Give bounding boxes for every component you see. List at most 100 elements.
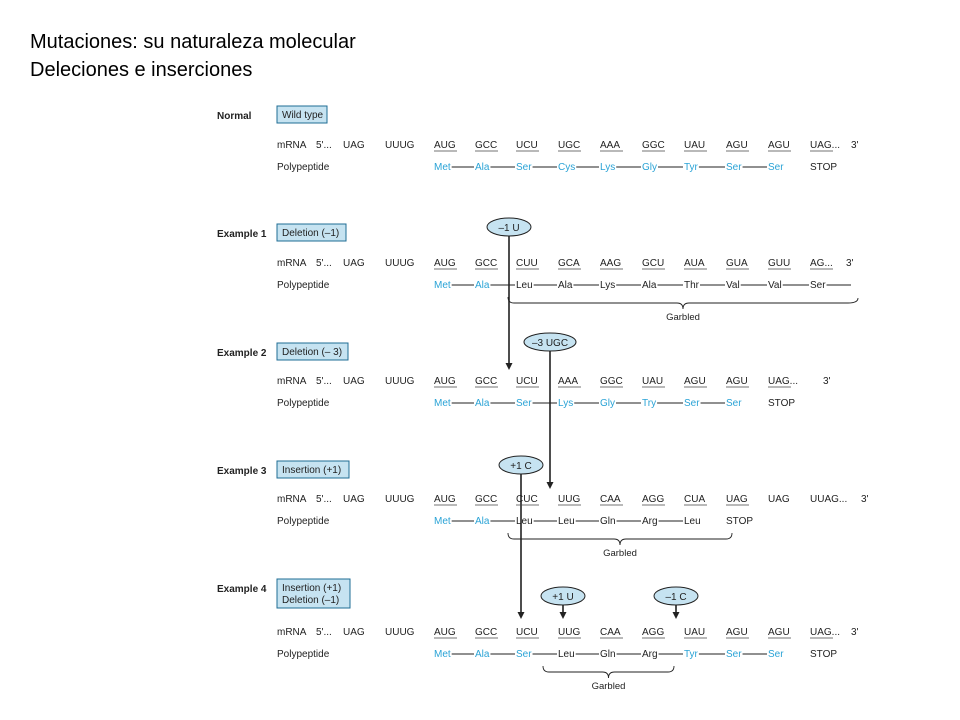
amino-acid: Ala [475, 649, 490, 660]
panel-label: Normal [217, 111, 252, 122]
garbled-label: Garbled [592, 681, 626, 692]
mutation-arrowhead [517, 612, 525, 619]
codon: UAG [343, 376, 365, 387]
codon: CUU [516, 258, 538, 269]
mutation-type-label: Insertion (+1) [282, 583, 341, 594]
codon: UUUG [385, 376, 415, 387]
amino-acid: Ser [768, 649, 784, 660]
codon: UUUG [385, 627, 415, 638]
codon: UAU [684, 140, 705, 151]
mutation-type-label: Insertion (+1) [282, 465, 341, 476]
three-prime-label: 3' [861, 494, 869, 505]
codon: CUC [516, 494, 538, 505]
amino-acid: Gly [642, 162, 657, 173]
mutation-arrowhead [672, 612, 680, 619]
codon: UAG [768, 494, 790, 505]
amino-acid: Ala [642, 280, 657, 291]
amino-acid: Leu [558, 516, 575, 527]
amino-acid: Gly [600, 398, 615, 409]
amino-acid: Ser [810, 280, 826, 291]
amino-acid: Ala [475, 162, 490, 173]
amino-acid: STOP [810, 162, 837, 173]
codon: AAA [600, 140, 620, 151]
codon: AGG [642, 494, 664, 505]
mutation-label: –3 UGC [532, 338, 568, 349]
mutation-type-label: Wild type [282, 110, 324, 121]
panel-label: Example 1 [217, 229, 267, 240]
codon: GCC [475, 627, 497, 638]
polypeptide-label: Polypeptide [277, 516, 330, 527]
codon: UAG [343, 258, 365, 269]
amino-acid: Val [768, 280, 782, 291]
mrna-label: mRNA [277, 258, 307, 269]
amino-acid: Tyr [684, 162, 699, 173]
five-prime-label: 5'... [316, 140, 332, 151]
brace-path [507, 296, 859, 310]
codon: AAA [558, 376, 578, 387]
panel-example-3: Example 3 Insertion (+1) +1 C mRNA 5'... UAG U… [217, 455, 869, 619]
garbled-brace: Garbled [507, 532, 733, 559]
amino-acid: Met [434, 162, 451, 173]
amino-acid: Thr [684, 280, 700, 291]
slide-title: Mutaciones: su naturaleza molecular [30, 31, 356, 53]
panel-example-1: Example 1 Deletion (–1) –1 U mRNA 5'... UAG UU… [217, 217, 859, 370]
codon: AGG [642, 627, 664, 638]
mutation-arrowhead [546, 482, 554, 489]
codon: CUA [684, 494, 705, 505]
codon: AGU [768, 627, 790, 638]
amino-acid: Met [434, 516, 451, 527]
mrna-label: mRNA [277, 494, 307, 505]
mutation-type-box [276, 105, 328, 124]
codon: GCC [475, 140, 497, 151]
brace-path [542, 665, 675, 679]
codon: AGU [726, 376, 748, 387]
garbled-brace: Garbled [542, 665, 675, 692]
amino-acid: Met [434, 280, 451, 291]
panel-example-2: Example 2 Deletion (– 3) –3 UGC mRNA 5'... UA… [217, 332, 831, 489]
codon: UCU [516, 376, 538, 387]
amino-acid: Leu [516, 280, 533, 291]
codon: UAG... [810, 140, 840, 151]
codon: UAU [684, 627, 705, 638]
codon: UAG... [768, 376, 798, 387]
mutation-type-label: Deletion (–1) [282, 228, 339, 239]
mutation-callout: +1 U [540, 586, 586, 619]
mutation-arrowhead [505, 363, 513, 370]
codon: AGU [726, 627, 748, 638]
codon: AAG [600, 258, 621, 269]
codon: UUUG [385, 258, 415, 269]
codon: UCU [516, 627, 538, 638]
amino-acid: Ser [726, 649, 742, 660]
amino-acid: Lys [558, 398, 573, 409]
codon: CAA [600, 494, 621, 505]
panel-label: Example 3 [217, 466, 267, 477]
mrna-label: mRNA [277, 140, 307, 151]
amino-acid: STOP [810, 649, 837, 660]
codon: GUU [768, 258, 790, 269]
mutation-type-box [276, 460, 350, 479]
amino-acid: Cys [558, 162, 575, 173]
codon: UAG [726, 494, 748, 505]
amino-acid: Ala [558, 280, 573, 291]
amino-acid: Leu [516, 516, 533, 527]
mutation-label: –1 U [498, 223, 519, 234]
amino-acid: Met [434, 649, 451, 660]
mutation-type-label: Deletion (–1) [282, 595, 339, 606]
polypeptide-label: Polypeptide [277, 649, 330, 660]
amino-acid: Ser [516, 649, 532, 660]
three-prime-label: 3' [823, 376, 831, 387]
polypeptide-label: Polypeptide [277, 162, 330, 173]
amino-acid: Ala [475, 280, 490, 291]
amino-acid: Gln [600, 516, 616, 527]
codon: AUG [434, 258, 456, 269]
three-prime-label: 3' [851, 627, 859, 638]
codon: GCC [475, 494, 497, 505]
mutation-type-box [276, 578, 351, 609]
codon: AUG [434, 494, 456, 505]
slide-subtitle: Deleciones e inserciones [30, 59, 253, 81]
amino-acid: Leu [558, 649, 575, 660]
codon: UUG [558, 494, 580, 505]
three-prime-label: 3' [846, 258, 854, 269]
codon: GCC [475, 258, 497, 269]
